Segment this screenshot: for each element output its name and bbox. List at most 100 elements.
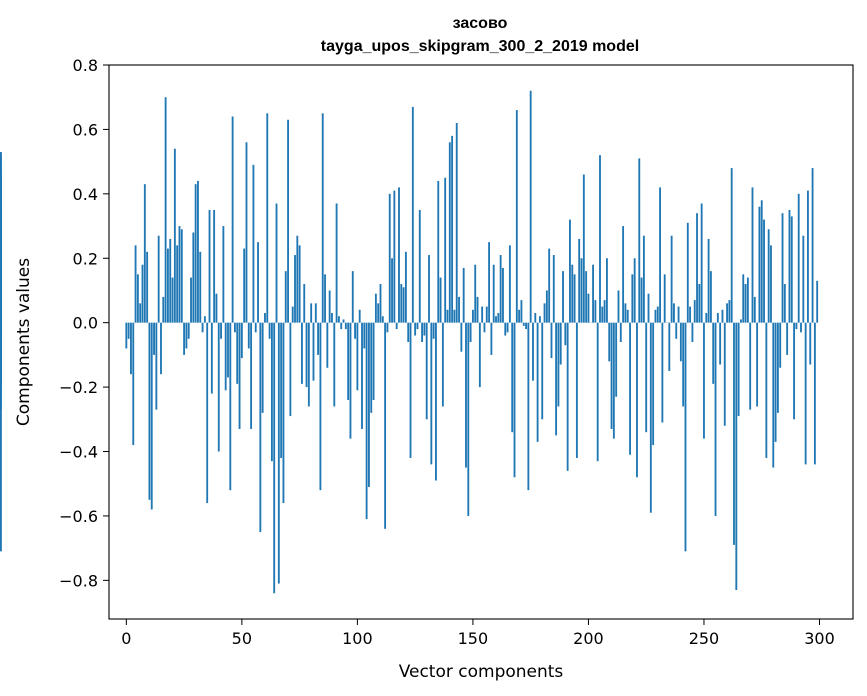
bar-component-0	[125, 322, 128, 349]
bar-component-10	[148, 322, 151, 500]
bar-component-211	[612, 322, 615, 439]
bar-component-152	[476, 296, 479, 323]
bar-component-25	[183, 322, 186, 355]
bar-component-251	[705, 313, 708, 323]
bar-component-89	[331, 313, 333, 323]
bar-component-264	[735, 322, 738, 591]
chart-title: засово	[453, 15, 508, 32]
bar-component-146	[462, 267, 465, 323]
bar-component-163	[502, 267, 504, 323]
bar-component-147	[465, 322, 467, 468]
bar-component-229	[654, 309, 657, 323]
bar-component-178	[536, 322, 539, 442]
bar-component-90	[333, 322, 336, 407]
bar-component-111	[381, 316, 384, 323]
bar-component-28	[190, 277, 192, 323]
bar-component-80	[310, 303, 313, 323]
bar-component-222	[638, 158, 641, 323]
bar-component-175	[529, 90, 532, 323]
bar-component-195	[575, 322, 578, 458]
bar-component-54	[250, 322, 253, 429]
y-tick-label: 0.8	[73, 56, 98, 75]
bar-component-110	[379, 284, 382, 323]
bar-component-1	[127, 322, 130, 339]
bar-component-220	[633, 258, 636, 323]
bar-component-undefined	[0, 322, 2, 552]
y-tick-label: 0.0	[73, 314, 98, 333]
y-tick-label: 0.6	[73, 120, 98, 139]
bar-component-299	[816, 280, 819, 323]
bar-component-287	[788, 209, 791, 323]
bar-component-255	[714, 322, 717, 516]
bar-component-82	[314, 303, 317, 323]
bar-component-7	[141, 264, 144, 323]
bar-component-290	[795, 322, 798, 330]
bar-component-241	[682, 322, 685, 407]
bar-component-8	[143, 184, 146, 323]
bar-component-285	[783, 284, 786, 323]
bar-component-202	[592, 264, 594, 323]
bar-component-168	[513, 322, 516, 478]
bar-component-206	[601, 306, 604, 323]
bar-component-32	[199, 251, 202, 323]
bar-component-5	[136, 274, 139, 323]
bar-component-267	[742, 274, 745, 323]
y-axis-ticks: −0.8 −0.6 −0.4 −0.2 0.0 0.2 0.4 0.6 0.8	[59, 56, 109, 590]
bar-component-210	[610, 322, 613, 429]
bar-component-262	[730, 168, 733, 323]
bar-component-282	[776, 322, 779, 413]
bar-component-124	[411, 106, 414, 323]
bar-component-113	[386, 322, 389, 333]
bar-component-42	[222, 226, 225, 323]
x-tick-label: 50	[232, 629, 252, 648]
bar-component-46	[231, 116, 234, 323]
bar-component-37	[210, 322, 213, 394]
bar-component-221	[636, 322, 638, 478]
bar-component-135	[437, 180, 440, 323]
bar-component-9	[146, 251, 149, 323]
y-tick-label: −0.2	[59, 378, 98, 397]
bar-component-115	[391, 258, 393, 323]
bar-component-294	[804, 322, 807, 465]
bar-component-122	[407, 322, 410, 342]
bar-component-218	[629, 322, 631, 455]
bar-component-130	[425, 322, 428, 420]
x-axis-label: Vector components	[399, 662, 564, 682]
bar-component-209	[608, 322, 611, 362]
bar-component-260	[726, 303, 728, 323]
bar-component-87	[326, 322, 329, 368]
bar-component-266	[740, 319, 742, 323]
bar-component-22	[176, 245, 179, 323]
bar-component-170	[518, 309, 521, 323]
bar-component-91	[335, 203, 338, 323]
bar-component-288	[790, 216, 793, 323]
bar-component-65	[275, 203, 278, 323]
bar-component-103	[363, 322, 366, 349]
bar-component-141	[451, 135, 454, 323]
bar-component-298	[813, 322, 816, 465]
bar-component-19	[169, 238, 172, 323]
bar-component-4	[134, 245, 137, 323]
bar-component-53	[247, 322, 250, 349]
bar-component-243	[686, 222, 689, 323]
bar-component-249	[700, 203, 703, 323]
bar-component-13	[155, 322, 158, 410]
bar-component-236	[670, 235, 673, 323]
bar-component-165	[506, 322, 509, 333]
bar-component-39	[215, 293, 218, 323]
bar-component-33	[201, 322, 204, 333]
bar-component-159	[492, 264, 495, 323]
bar-component-239	[677, 306, 680, 323]
bar-component-undefined	[0, 151, 2, 323]
bar-component-61	[266, 113, 269, 323]
bar-component-126	[416, 322, 419, 330]
bar-component-85	[321, 113, 324, 323]
x-tick-label: 200	[573, 629, 604, 648]
x-tick-label: 150	[458, 629, 489, 648]
bar-component-283	[779, 322, 782, 368]
bar-component-79	[307, 322, 310, 407]
bar-component-199	[585, 271, 588, 323]
bar-component-109	[377, 303, 380, 323]
bar-component-133	[432, 322, 435, 339]
bar-component-183	[548, 248, 551, 323]
